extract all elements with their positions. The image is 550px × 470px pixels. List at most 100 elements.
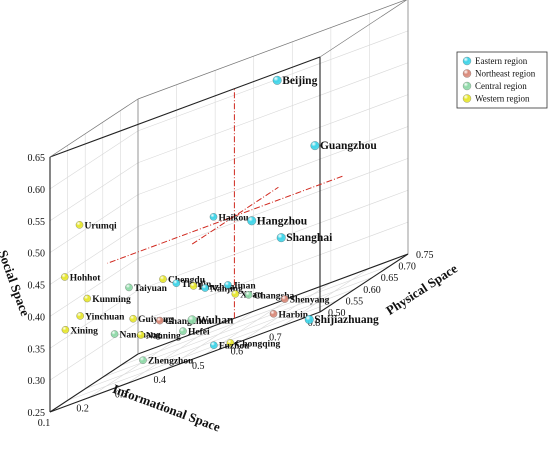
point-marker xyxy=(304,315,314,325)
z-tick-label: 0.65 xyxy=(28,153,46,164)
y-tick-label: 0.75 xyxy=(416,250,434,261)
point-label: Nanning xyxy=(146,332,181,342)
data-point: Zhengzhou xyxy=(139,356,194,367)
point-label: Hefei xyxy=(188,328,210,338)
grid-line xyxy=(49,289,139,349)
data-point: Chongqing xyxy=(226,339,280,349)
point-label: Hohhot xyxy=(70,274,101,284)
point-marker xyxy=(179,327,187,335)
grid-line xyxy=(85,288,356,390)
point-marker xyxy=(269,310,278,318)
z-tick-label: 0.40 xyxy=(28,312,46,323)
data-point: Xining xyxy=(61,326,98,336)
guide-line-x xyxy=(107,175,343,264)
legend-marker xyxy=(462,81,472,91)
grid-line xyxy=(49,194,139,253)
frame-edge xyxy=(49,56,321,158)
point-label: Haikou xyxy=(218,213,249,223)
data-point: Jinan xyxy=(224,281,256,291)
y-tick-label: 0.60 xyxy=(363,285,381,296)
data-point: Shijiazhuang xyxy=(304,314,379,326)
legend-label: Eastern region xyxy=(475,56,528,66)
point-label: Kunming xyxy=(92,295,131,305)
point-label: Zhengzhou xyxy=(148,357,194,367)
data-point: Fuzhou xyxy=(210,341,250,352)
point-label: Hangzhou xyxy=(257,215,308,227)
grid-line xyxy=(49,321,139,381)
point-marker xyxy=(129,314,137,323)
grid-line xyxy=(49,162,139,222)
data-point: Wuhan xyxy=(187,314,234,326)
grid-line xyxy=(281,268,370,327)
z-tick-label: 0.60 xyxy=(28,185,46,196)
point-label: Guangzhou xyxy=(320,140,377,152)
legend-item: Western region xyxy=(462,94,530,104)
point-label: Taiyuan xyxy=(134,284,168,294)
point-marker xyxy=(61,273,69,281)
x-tick-label: 0.7 xyxy=(269,332,282,343)
legend: Eastern region Northeast region Central re… xyxy=(456,51,548,109)
point-label: Changsha xyxy=(254,291,295,301)
grid-line xyxy=(102,276,373,378)
data-point: Urumqi xyxy=(75,221,118,231)
legend-marker xyxy=(462,69,472,78)
point-marker xyxy=(276,233,286,243)
point-label: Wuhan xyxy=(197,314,234,326)
z-tick-label: 0.55 xyxy=(28,217,46,228)
point-label: Shanghai xyxy=(286,232,333,244)
mean-guide-lines xyxy=(107,88,343,319)
grid-line xyxy=(137,62,409,164)
frame-edge xyxy=(137,0,407,100)
point-marker xyxy=(281,295,289,303)
point-marker xyxy=(75,221,84,229)
point-marker xyxy=(83,294,91,303)
frame-edge xyxy=(49,353,139,413)
point-marker xyxy=(231,290,240,298)
frame-edge xyxy=(137,253,409,355)
legend-marker xyxy=(462,56,472,66)
y-tick-label: 0.55 xyxy=(346,296,364,307)
data-point: Nanning xyxy=(137,331,181,342)
point-label: Chengdu xyxy=(168,276,206,286)
data-point: Harbin xyxy=(269,310,309,320)
grid-line xyxy=(204,296,293,356)
grid-line xyxy=(137,221,409,323)
x-tick-label: 0.2 xyxy=(76,404,89,415)
data-point: Yinchuan xyxy=(76,312,125,322)
x-tick-label: 0.8 xyxy=(308,318,321,329)
frame-edge xyxy=(49,98,139,158)
point-label: Urumqi xyxy=(85,221,118,231)
point-marker xyxy=(310,141,320,151)
point-label: Yinchuan xyxy=(85,312,125,322)
z-tick-label: 0.50 xyxy=(28,249,46,260)
data-point: Hohhot xyxy=(61,273,101,284)
point-label: Harbin xyxy=(279,310,309,320)
data-point: Hangzhou xyxy=(247,215,308,227)
legend-label: Western region xyxy=(475,94,530,104)
point-label: Guiyang xyxy=(138,315,173,325)
point-marker xyxy=(224,281,232,289)
data-point: Nanjing xyxy=(201,284,243,295)
frame-edge xyxy=(319,253,409,313)
point-label: Chongqing xyxy=(235,339,280,349)
x-tick-label: 0.3 xyxy=(115,389,128,400)
y-tick-label: 0.65 xyxy=(381,273,399,284)
data-point: Shenyang xyxy=(281,295,330,306)
data-point: Kunming xyxy=(83,294,131,305)
grid-line xyxy=(242,282,332,341)
legend-item: Northeast region xyxy=(462,69,536,79)
point-label: Beijing xyxy=(282,75,317,87)
point-marker xyxy=(76,312,84,320)
z-tick-label: 0.25 xyxy=(28,408,46,419)
point-marker xyxy=(189,282,198,290)
data-point: Shanghai xyxy=(276,232,333,244)
point-marker xyxy=(61,326,70,334)
grid-line xyxy=(137,189,409,291)
data-point: Beijing xyxy=(272,75,318,87)
data-point: Hefei xyxy=(179,327,210,338)
y-tick-label: 0.70 xyxy=(398,262,416,273)
legend-label: Central region xyxy=(475,81,527,91)
legend-label: Northeast region xyxy=(475,69,536,79)
data-point: Lanzhou xyxy=(189,282,235,292)
grid-line xyxy=(120,265,391,366)
